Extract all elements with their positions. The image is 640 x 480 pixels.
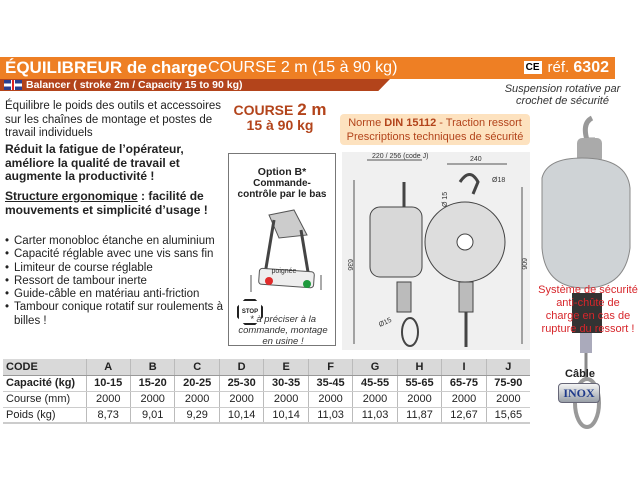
feature-item: Carter monobloc étanche en aluminium (5, 235, 230, 249)
cable-label: Câble (565, 368, 595, 380)
stop-icon: STOP (237, 299, 263, 325)
spec-table: CODE A B C D E F G H I J Capacité (kg) 10-15 15-20 20… (3, 359, 530, 424)
svg-text:Ø15: Ø15 (378, 317, 393, 329)
svg-text:poignée: poignée (272, 268, 297, 275)
benefit-text: Réduit la fatigue de l’opérateur, amélio… (5, 142, 184, 183)
suspension-note: Suspension rotative par crochet de sécur… (504, 83, 621, 107)
subtitle-en: Balancer ( stroke 2m / Capacity 15 to 90… (26, 79, 243, 91)
svg-text:Ø 15: Ø 15 (442, 192, 449, 207)
ergonomic-text: Structure ergonomique : facilité de mouv… (5, 189, 208, 217)
feature-item: Tambour conique rotatif sur roulements à… (5, 301, 230, 328)
remote-control-illustration: poignée (249, 209, 322, 304)
balancer-product-photo (541, 115, 631, 429)
subtitle-bar: Balancer ( stroke 2m / Capacity 15 to 90… (0, 79, 390, 91)
course-badge: COURSE 2 m 15 à 90 kg (233, 100, 327, 133)
ref-number: 6302 (573, 59, 609, 76)
feature-list: Carter monobloc étanche en aluminium Cap… (5, 235, 230, 328)
feature-item: Guide-câble en matériau anti-friction (5, 288, 230, 302)
title-bold: ÉQUILIBREUR de charge (5, 58, 208, 77)
svg-text:636: 636 (346, 259, 353, 271)
ce-mark-icon: CE (523, 61, 542, 74)
table-row: Course (mm) 2000 2000 2000 2000 2000 2000 2000 2… (3, 391, 530, 408)
option-box: Option B* Commande-contrôle par le bas p… (228, 153, 336, 347)
svg-text:Ø18: Ø18 (492, 177, 505, 184)
table-header-row: CODE A B C D E F G H I J (3, 359, 530, 376)
technical-drawing: 220 / 256 (code J) 240 636 606 Ø18 Ø 15 … (342, 152, 530, 350)
feature-item: Ressort de tambour inerte (5, 275, 230, 289)
uk-flag-icon (4, 80, 22, 90)
intro-text: Équilibre le poids des outils et accesso… (5, 100, 222, 139)
reference: CE réf. 6302 (523, 59, 609, 76)
title-bar: ÉQUILIBREUR de charge COURSE 2 m (15 à 9… (0, 57, 615, 79)
svg-text:606: 606 (520, 258, 527, 270)
svg-text:220 / 256 (code J): 220 / 256 (code J) (372, 153, 428, 160)
safety-note: Système de sécurité anti-chûte de charge… (538, 284, 638, 335)
title-light: COURSE 2 m (15 à 90 kg) (208, 59, 398, 76)
table-row: Capacité (kg) 10-15 15-20 20-25 25-30 30-35 35… (3, 375, 530, 392)
green-button-icon (303, 280, 311, 288)
red-button-icon (265, 277, 273, 285)
inox-badge: INOX (558, 383, 600, 403)
norme-box: Norme DIN 15112 - Traction ressort Presc… (340, 114, 530, 145)
feature-item: Capacité réglable avec une vis sans fin (5, 248, 230, 262)
table-row: Poids (kg) 8,73 9,01 9,29 10,14 10,14 11,03 11,… (3, 407, 530, 424)
feature-item: Limiteur de course réglable (5, 262, 230, 276)
svg-text:240: 240 (470, 156, 482, 163)
